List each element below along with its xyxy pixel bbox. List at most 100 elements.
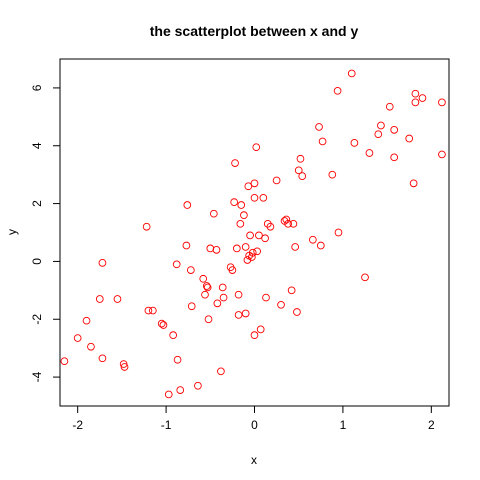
data-point	[309, 235, 317, 244]
data-point	[282, 215, 291, 224]
data-point	[405, 134, 414, 143]
data-point	[218, 283, 227, 292]
data-point	[236, 219, 245, 228]
data-point	[255, 231, 263, 240]
data-point	[246, 231, 254, 240]
data-point	[411, 89, 420, 98]
data-point	[241, 243, 250, 251]
data-point	[284, 219, 292, 228]
data-point	[173, 355, 182, 364]
data-point	[148, 306, 157, 315]
data-point	[247, 253, 256, 261]
data-point	[409, 179, 418, 188]
data-point	[98, 354, 107, 363]
data-point	[98, 259, 107, 267]
data-point	[315, 123, 323, 131]
data-point	[266, 222, 275, 231]
data-point	[237, 201, 246, 209]
data-point	[212, 246, 221, 254]
y-tick-label: -4	[30, 371, 44, 382]
data-point	[390, 125, 399, 134]
data-point	[95, 295, 104, 303]
data-point	[201, 290, 209, 299]
data-point	[203, 283, 212, 292]
data-point	[316, 241, 325, 250]
data-point	[230, 198, 239, 206]
data-point	[186, 266, 195, 274]
y-axis: -4 -2 0 2 4 6	[30, 84, 61, 382]
data-point	[294, 166, 303, 175]
y-axis-label: y	[5, 229, 19, 235]
data-point	[217, 367, 225, 376]
data-point	[244, 182, 253, 191]
data-point	[289, 219, 298, 228]
x-tick-label: -1	[161, 418, 172, 432]
data-point	[82, 316, 91, 325]
data-point	[385, 102, 394, 111]
data-point	[73, 334, 82, 342]
y-tick-label: 0	[30, 258, 44, 265]
data-point	[164, 390, 173, 399]
data-point	[157, 319, 166, 328]
chart-title: the scatterplot between x and y	[150, 23, 359, 39]
plot-frame	[59, 58, 450, 407]
x-axis: -2 -1 0 1 2	[72, 405, 435, 432]
data-point	[277, 300, 285, 309]
data-point	[438, 150, 446, 159]
x-axis-label: x	[251, 453, 257, 467]
data-point	[272, 176, 281, 185]
data-point	[318, 137, 327, 146]
data-point	[361, 273, 369, 282]
data-point	[261, 234, 269, 243]
data-point	[374, 130, 383, 139]
data-point	[377, 121, 385, 130]
data-point	[120, 363, 129, 371]
data-point	[240, 211, 248, 220]
data-point	[298, 172, 307, 180]
data-point	[204, 315, 213, 324]
data-point	[296, 154, 305, 163]
data-point	[182, 241, 191, 250]
data-point	[172, 260, 181, 269]
data-point	[287, 286, 296, 295]
y-tick-label: -2	[30, 314, 44, 325]
data-point	[256, 325, 265, 334]
data-point	[252, 143, 261, 152]
data-point	[438, 98, 446, 107]
data-point	[390, 153, 399, 162]
data-point	[228, 266, 237, 274]
data-point	[159, 321, 168, 329]
data-point	[199, 274, 208, 283]
data-point	[248, 248, 257, 257]
data-point	[231, 159, 239, 167]
data-point	[113, 295, 122, 303]
data-point	[234, 311, 243, 319]
y-tick-label: 2	[30, 200, 44, 207]
data-point	[365, 149, 374, 157]
data-point	[60, 357, 69, 366]
data-point	[187, 302, 196, 311]
data-point	[169, 331, 178, 340]
data-point	[350, 139, 359, 147]
data-point	[263, 219, 272, 228]
data-point	[206, 244, 215, 253]
y-tick-label: 6	[30, 84, 44, 91]
data-point	[291, 243, 300, 251]
data-point	[219, 293, 228, 302]
data-point	[253, 247, 262, 256]
data-point	[202, 282, 211, 290]
data-point	[213, 299, 222, 308]
y-tick-label: 4	[30, 142, 44, 149]
data-point	[259, 193, 268, 202]
data-point	[144, 306, 153, 315]
data-point	[328, 170, 337, 179]
x-tick-label: -2	[72, 418, 83, 432]
data-point	[250, 331, 259, 340]
data-point	[347, 69, 356, 78]
data-points	[60, 69, 446, 399]
x-tick-label: 1	[340, 418, 347, 432]
data-point	[262, 293, 270, 302]
data-point	[241, 309, 250, 318]
x-tick-label: 2	[428, 418, 435, 432]
